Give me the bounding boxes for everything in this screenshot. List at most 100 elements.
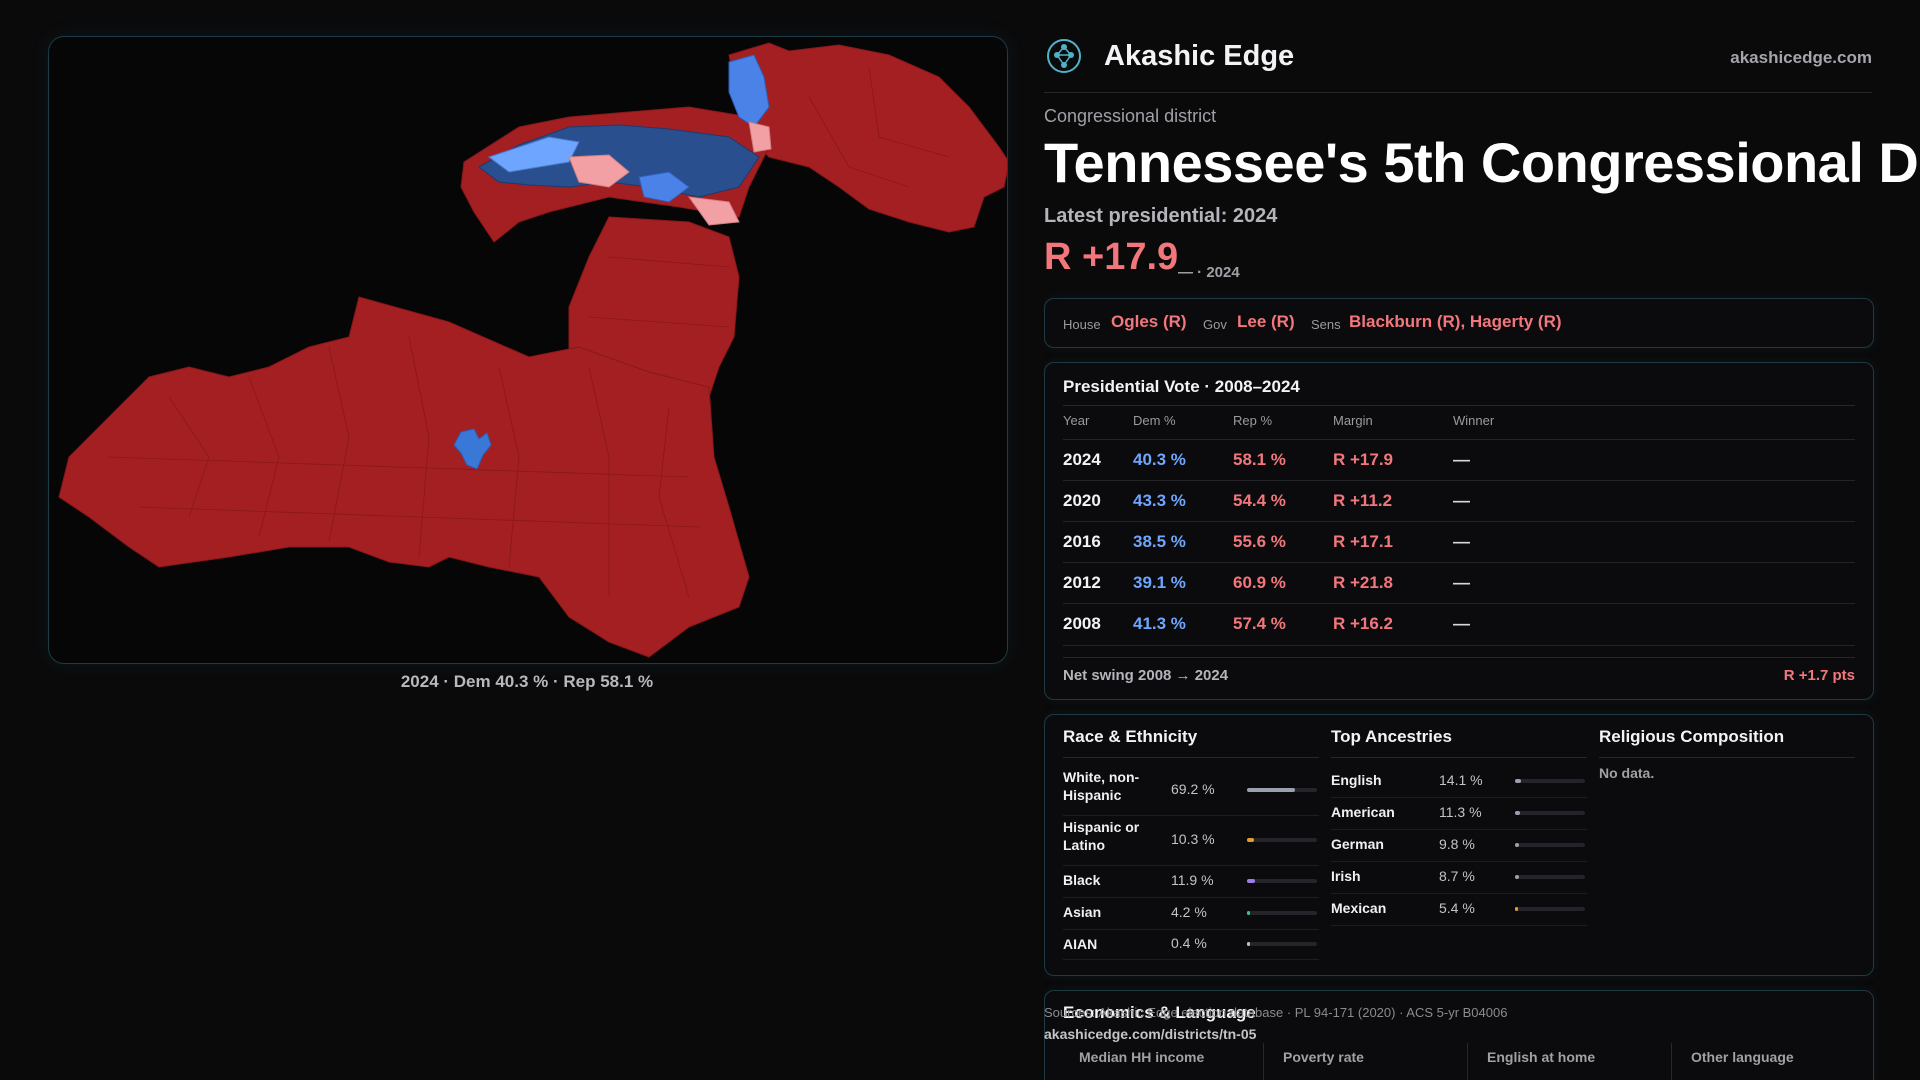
ancestry-row: American 11.3 % — [1331, 797, 1587, 830]
race-pct: 10.3 % — [1171, 831, 1215, 847]
row-margin: R +17.9 — [1333, 450, 1394, 469]
divider — [1671, 1043, 1672, 1080]
ancestry-bar-fill — [1515, 811, 1520, 815]
race-pct: 4.2 % — [1171, 904, 1207, 920]
map-region-urban-pink-2 — [687, 196, 740, 226]
house-label: House — [1063, 317, 1101, 332]
race-bar — [1247, 788, 1317, 792]
presidential-vote-card: Presidential Vote · 2008–2024 Year Dem %… — [1044, 362, 1874, 700]
map-caption: 2024 · Dem 40.3 % · Rep 58.1 % — [400, 672, 654, 691]
ancestry-name: English — [1331, 772, 1382, 788]
ancestry-bar-fill — [1515, 907, 1518, 911]
race-bar — [1247, 838, 1317, 842]
ancestry-name: Mexican — [1331, 900, 1387, 916]
ancestry-pct: 5.4 % — [1439, 900, 1475, 916]
district-map[interactable] — [48, 36, 1008, 664]
divider — [1263, 1043, 1264, 1080]
ancestry-bar-fill — [1515, 843, 1520, 847]
divider — [1063, 757, 1319, 758]
race-name: White, non-Hispanic — [1063, 769, 1140, 803]
brand-link[interactable]: akashicedge.com — [1730, 48, 1872, 67]
presidential-title: Presidential Vote · 2008–2024 — [1063, 377, 1300, 396]
row-rep: 60.9 % — [1233, 573, 1286, 592]
race-pct: 11.9 % — [1171, 872, 1214, 888]
econ-col-poverty: Poverty rate — [1283, 1049, 1364, 1065]
ancestry-bar-fill — [1515, 875, 1519, 879]
row-margin: R +21.8 — [1333, 573, 1394, 592]
district-kicker: Congressional district — [1044, 106, 1217, 126]
row-dem: 40.3 % — [1133, 450, 1186, 469]
row-year: 2020 — [1063, 491, 1101, 510]
race-name: AIAN — [1063, 936, 1098, 952]
ancestry-bar-fill — [1515, 779, 1521, 783]
econ-col-other-lang: Other language — [1691, 1049, 1794, 1065]
sens-label: Sens — [1311, 317, 1341, 332]
race-row: AIAN 0.4 % — [1063, 929, 1319, 960]
district-panel: Akashic Edge akashicedge.com Congression… — [1044, 0, 1920, 1080]
divider — [1063, 657, 1855, 658]
house-rep[interactable]: Ogles (R) — [1111, 312, 1187, 331]
map-region-urban-blue-2 — [638, 171, 690, 203]
econ-col-income: Median HH income — [1079, 1049, 1205, 1065]
map-region-urban-light — [487, 136, 580, 173]
row-winner: — — [1453, 450, 1470, 469]
row-year: 2024 — [1063, 450, 1101, 469]
race-bar-fill — [1247, 879, 1256, 883]
col-winner: Winner — [1453, 413, 1495, 428]
race-bar — [1247, 911, 1317, 915]
row-winner: — — [1453, 614, 1470, 633]
row-year: 2016 — [1063, 532, 1101, 551]
net-swing-value: R +1.7 pts — [1783, 667, 1855, 684]
religion-empty: No data. — [1599, 765, 1655, 781]
race-bar-fill — [1247, 942, 1250, 946]
demographics-card: Race & Ethnicity White, non-Hispanic 69.2… — [1044, 714, 1874, 976]
race-row: Asian 4.2 % — [1063, 897, 1319, 930]
race-name: Asian — [1063, 904, 1102, 920]
ancestry-name: Irish — [1331, 868, 1361, 884]
race-name: Hispanic or Latino — [1063, 819, 1140, 853]
race-pct: 69.2 % — [1171, 781, 1215, 797]
race-bar — [1247, 879, 1317, 883]
brand-name: Akashic Edge — [1104, 40, 1295, 72]
table-row: 2008 41.3 % 57.4 % R +16.2 — — [1063, 603, 1855, 646]
ancestry-pct: 11.3 % — [1439, 804, 1482, 820]
divider — [1467, 1043, 1468, 1080]
econ-col-english: English at home — [1487, 1049, 1596, 1065]
page-title: Tennessee's 5th Congressional District — [1044, 131, 1920, 194]
source-note: Sources: Akashic Edge election database … — [1044, 1005, 1508, 1020]
row-winner: — — [1453, 573, 1470, 592]
race-pct: 0.4 % — [1171, 935, 1207, 951]
latest-presidential-label: Latest presidential: 2024 — [1044, 205, 1278, 227]
ancestry-name: American — [1331, 804, 1395, 820]
tree-of-life-icon — [1047, 39, 1081, 73]
row-margin: R +17.1 — [1333, 532, 1394, 551]
row-rep: 54.4 % — [1233, 491, 1286, 510]
ancestry-row: Irish 8.7 % — [1331, 861, 1587, 894]
row-year: 2008 — [1063, 614, 1101, 633]
net-swing-label: Net swing 2008 → 2024 — [1063, 667, 1229, 684]
ancestry-pct: 14.1 % — [1439, 772, 1483, 788]
ancestry-pct: 9.8 % — [1439, 836, 1475, 852]
row-dem: 43.3 % — [1133, 491, 1186, 510]
governor[interactable]: Lee (R) — [1237, 312, 1295, 331]
economics-card: Economics & Language Median HH income Po… — [1044, 990, 1874, 1080]
race-bar-fill — [1247, 838, 1255, 842]
table-row: 2024 40.3 % 58.1 % R +17.9 — — [1063, 439, 1855, 481]
district-map-svg — [58, 42, 1007, 658]
latest-margin-note: — · 2024 — [1178, 264, 1240, 281]
senators[interactable]: Blackburn (R), Hagerty (R) — [1349, 312, 1562, 331]
row-rep: 58.1 % — [1233, 450, 1286, 469]
map-region-isolated-blue — [453, 428, 492, 470]
divider — [1063, 405, 1855, 406]
map-region-ne-finger — [728, 54, 770, 128]
row-dem: 39.1 % — [1133, 573, 1186, 592]
row-winner: — — [1453, 532, 1470, 551]
ancestry-title: Top Ancestries — [1331, 727, 1452, 746]
map-region-ne-finger-pink — [748, 121, 772, 153]
source-link[interactable]: akashicedge.com/districts/tn-05 — [1044, 1026, 1257, 1042]
row-rep: 57.4 % — [1233, 614, 1286, 633]
divider — [1599, 757, 1855, 758]
ancestry-pct: 8.7 % — [1439, 868, 1475, 884]
ancestry-name: German — [1331, 836, 1384, 852]
table-row: 2020 43.3 % 54.4 % R +11.2 — — [1063, 480, 1855, 522]
